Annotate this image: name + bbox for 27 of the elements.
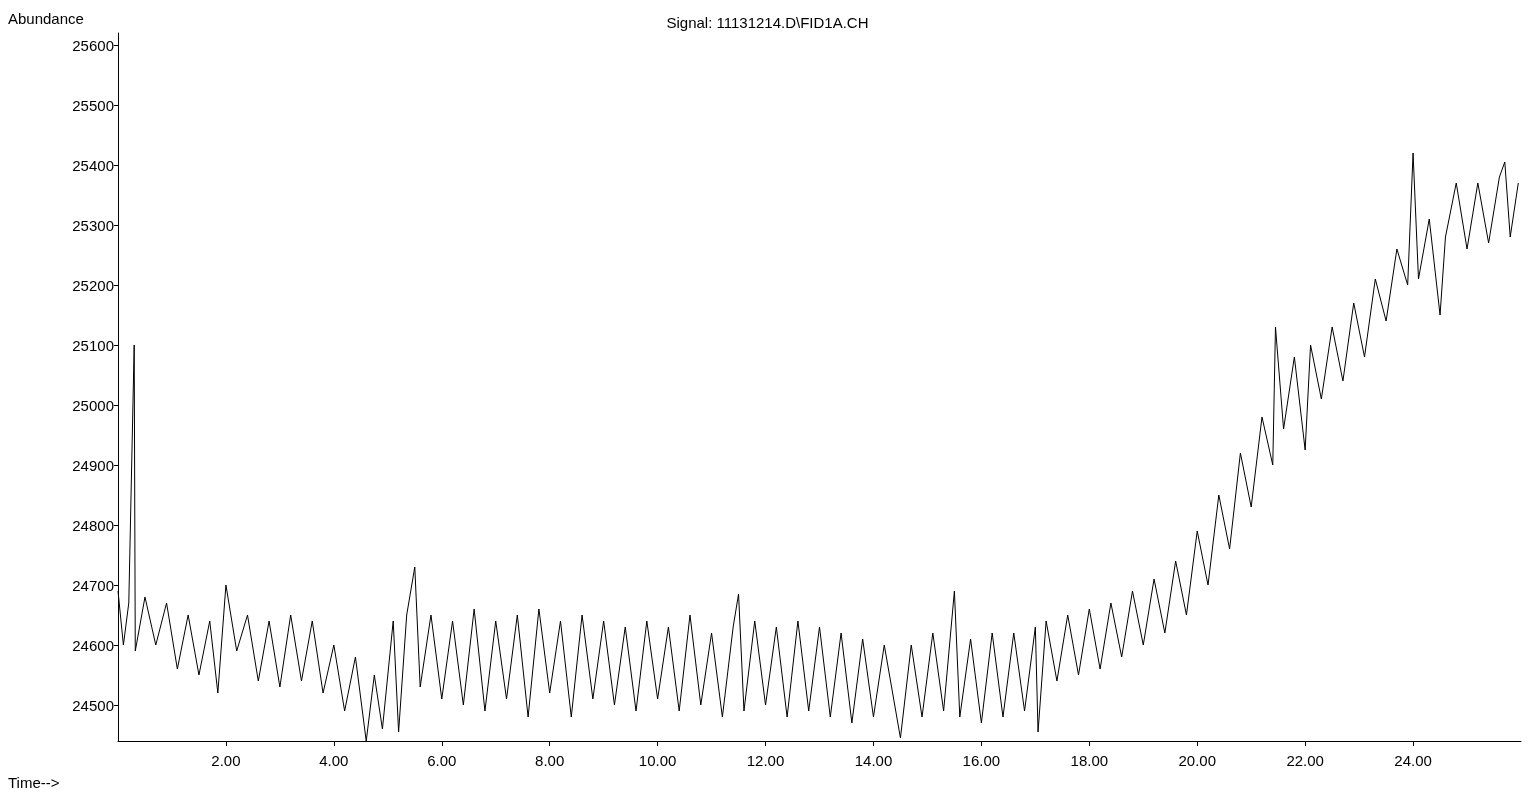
y-tick-label: 25600 [72,36,114,54]
x-tick-label: 20.00 [1178,752,1216,769]
x-axis-title: Time--> [8,774,60,791]
y-tick-label: 25300 [72,216,114,234]
y-tick-label: 24500 [72,696,114,714]
x-tick-label: 18.00 [1070,752,1109,769]
y-tick-label: 24900 [72,456,114,474]
x-tick-label: 16.00 [962,752,1001,769]
y-tick-label: 25500 [72,96,114,114]
x-tick-label: 14.00 [854,752,893,769]
y-tick-label: 24800 [72,516,114,534]
chart-title: Signal: 11131214.D\FID1A.CH [666,14,869,31]
y-tick-label: 25000 [72,396,114,414]
y-tick-label: 24700 [72,576,114,594]
y-axis-title: Abundance [8,10,84,27]
x-tick-label: 2.00 [211,752,241,769]
x-tick-label: 6.00 [427,752,457,769]
y-tick-label: 25400 [72,156,114,174]
y-tick-label: 25200 [72,276,114,294]
x-tick-label: 4.00 [319,752,349,769]
y-tick-label: 25100 [72,336,114,354]
x-tick-label: 10.00 [638,752,677,769]
x-tick-label: 8.00 [535,752,565,769]
x-tick-label: 24.00 [1394,752,1432,769]
x-tick-label: 12.00 [746,752,785,769]
x-tick-label: 22.00 [1286,752,1324,769]
y-tick-label: 24600 [72,636,114,654]
